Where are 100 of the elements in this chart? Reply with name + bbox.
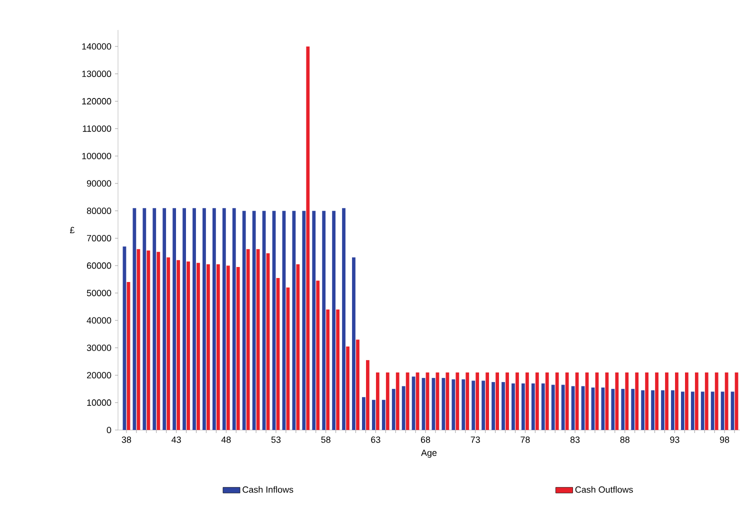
bar [156, 252, 160, 430]
bar [372, 400, 376, 430]
y-tick-label: 90000 [86, 180, 112, 187]
bar [296, 264, 300, 430]
bar [242, 210, 246, 430]
bar [412, 376, 416, 430]
bar [306, 46, 310, 430]
y-tick-label: 0 [106, 426, 112, 434]
bar [366, 360, 370, 430]
bar [402, 386, 406, 430]
bar [635, 372, 639, 430]
bar [332, 210, 336, 430]
bar [472, 380, 476, 430]
bar [492, 382, 495, 430]
bar [326, 309, 330, 430]
bar [416, 372, 420, 430]
bar [694, 372, 698, 430]
bar [625, 372, 629, 430]
bar [661, 390, 664, 430]
bar [561, 384, 565, 430]
bar [322, 210, 326, 430]
bar [256, 249, 260, 430]
x-tick-label: 58 [321, 436, 330, 443]
bar [346, 346, 350, 430]
bar [555, 372, 559, 430]
legend-label: Cash Inflows [242, 486, 294, 493]
bar [551, 384, 555, 430]
x-tick-label: 73 [470, 436, 480, 443]
bar [516, 372, 519, 430]
y-tick-label: 130000 [82, 70, 112, 78]
y-tick-label: 140000 [82, 43, 112, 50]
bar [655, 372, 658, 430]
bar [645, 372, 649, 430]
bar [232, 208, 236, 430]
bar [724, 372, 728, 430]
bar [192, 208, 196, 430]
y-tick-label: 80000 [86, 208, 112, 214]
bar [452, 379, 456, 430]
bar [136, 249, 140, 430]
bar [292, 210, 296, 430]
bar [142, 208, 146, 430]
bar [482, 380, 486, 430]
y-tick-label: 50000 [86, 290, 112, 296]
bar [684, 372, 688, 430]
bar [700, 392, 704, 430]
bar [226, 266, 230, 430]
bar [222, 208, 226, 430]
x-tick-label: 78 [520, 436, 530, 443]
bar [336, 309, 340, 430]
bar [680, 392, 684, 430]
bar [502, 382, 505, 430]
bar [565, 372, 569, 430]
bar [216, 264, 220, 430]
bar [302, 210, 306, 430]
bar [202, 208, 206, 430]
bar [531, 383, 535, 430]
bar [641, 390, 645, 430]
x-tick-label: 38 [122, 436, 132, 443]
x-tick-label: 63 [371, 436, 380, 443]
bar [176, 260, 180, 430]
bar [376, 372, 380, 430]
bar [182, 208, 186, 430]
bar [246, 249, 250, 430]
bar [525, 372, 529, 430]
bar [396, 372, 400, 430]
bar [710, 392, 714, 430]
bar [621, 388, 625, 430]
bar [386, 372, 390, 430]
y-tick-label: 10000 [87, 399, 112, 406]
y-tick-label: 70000 [87, 235, 112, 242]
bar [631, 388, 635, 430]
bar [172, 208, 176, 430]
y-tick-label: 110000 [82, 125, 112, 132]
bar [605, 372, 609, 430]
y-tick-label: 100000 [82, 152, 112, 160]
bar [714, 372, 718, 430]
bar [152, 208, 156, 430]
x-tick-label: 88 [620, 436, 630, 443]
y-tick-label: 60000 [87, 262, 112, 269]
bar [535, 372, 539, 430]
bar [466, 372, 470, 430]
bar [362, 397, 366, 430]
bar [196, 262, 200, 430]
x-tick-label: 48 [221, 436, 231, 443]
bar [601, 388, 605, 430]
bar [512, 383, 515, 430]
x-tick-label: 93 [670, 436, 680, 443]
bar [615, 372, 619, 430]
bar [545, 372, 549, 430]
bar [521, 383, 525, 430]
y-tick-label: 30000 [86, 344, 112, 351]
bar [406, 372, 410, 430]
bar [342, 208, 346, 430]
bar [236, 266, 240, 430]
x-tick-label: 68 [420, 436, 430, 443]
bar [462, 379, 466, 430]
bar [162, 208, 166, 430]
y-tick-label: 120000 [82, 98, 112, 104]
bar [611, 388, 615, 430]
bar [476, 372, 480, 430]
